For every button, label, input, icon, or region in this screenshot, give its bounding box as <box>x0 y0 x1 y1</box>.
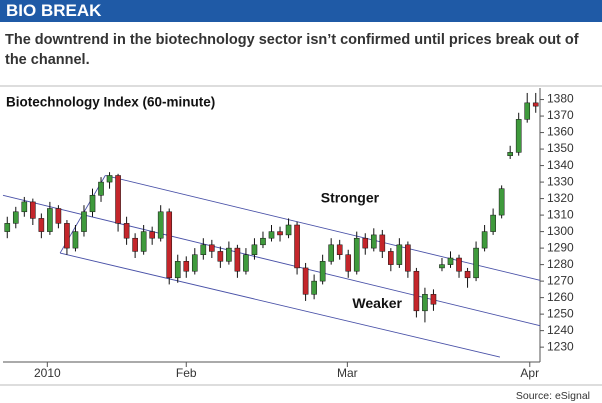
candle-body <box>132 237 138 252</box>
candle-body <box>379 234 386 252</box>
channel-line <box>2 194 541 327</box>
candle-body <box>396 244 403 265</box>
channel-line <box>60 252 501 358</box>
y-tick-label: 1230 <box>547 339 574 353</box>
candle-body <box>174 261 181 279</box>
y-tick-label: 1320 <box>547 191 574 205</box>
candle-body <box>430 294 437 305</box>
candle-body <box>456 257 462 272</box>
candle-body <box>72 231 79 249</box>
x-tick-label: 2010 <box>34 366 61 380</box>
candle-body <box>285 224 292 236</box>
channel-line <box>105 175 541 281</box>
candle-body <box>405 244 411 272</box>
candle-body <box>209 244 215 252</box>
candle-body <box>268 231 275 239</box>
x-tick-label: Mar <box>337 366 358 380</box>
candle-body <box>81 211 87 232</box>
candle-body <box>490 214 496 232</box>
candle-body <box>507 152 513 156</box>
y-tick-label: 1380 <box>547 92 574 106</box>
candle-body <box>251 244 258 255</box>
candle-body <box>30 201 36 219</box>
candle-body <box>362 237 369 249</box>
candle-body <box>149 231 155 239</box>
candle-body <box>64 223 70 249</box>
y-tick-label: 1300 <box>547 224 574 238</box>
candle-body <box>98 181 104 196</box>
candle-body <box>21 201 28 213</box>
candle-body <box>422 294 428 312</box>
y-tick-label: 1340 <box>547 158 574 172</box>
candle-body <box>55 208 62 224</box>
x-tick-label: Feb <box>176 366 197 380</box>
y-tick-label: 1330 <box>547 174 574 188</box>
candle-body <box>353 237 360 272</box>
subtitle: the channel. <box>5 52 90 68</box>
y-tick-label: 1270 <box>547 273 574 287</box>
y-tick-label: 1290 <box>547 240 574 254</box>
candle-body <box>498 188 505 216</box>
candle-body <box>38 218 45 232</box>
y-tick-label: 1260 <box>547 290 574 304</box>
candle-body <box>277 231 283 236</box>
y-tick-label: 1240 <box>547 323 574 337</box>
candle-body <box>439 264 445 269</box>
y-tick-label: 1280 <box>547 257 574 271</box>
subtitle: The downtrend in the biotechnology secto… <box>5 32 579 48</box>
candle-body <box>89 195 96 213</box>
header: BIO BREAK <box>6 1 102 20</box>
candle-body <box>106 175 113 183</box>
chart-title: Biotechnology Index (60-minute) <box>6 95 215 110</box>
header-bar <box>0 0 602 22</box>
candle-body <box>328 244 334 262</box>
candle-body <box>115 175 121 224</box>
candle-body <box>532 102 539 107</box>
candle-body <box>311 280 317 295</box>
candle-body <box>464 270 471 279</box>
candle-body <box>243 254 249 272</box>
candle-body <box>515 119 522 153</box>
candle-body <box>166 211 173 279</box>
annotation: Stronger <box>321 189 380 205</box>
candle-body <box>183 261 190 272</box>
candle-body <box>481 231 488 249</box>
candle-body <box>473 247 479 279</box>
candle-body <box>319 261 326 282</box>
candle-body <box>388 251 394 265</box>
candle-body <box>47 208 53 232</box>
candle-body <box>447 257 454 265</box>
y-tick-label: 1250 <box>547 306 574 320</box>
candle-body <box>260 237 266 246</box>
candle-body <box>524 102 531 120</box>
candle-body <box>345 254 352 272</box>
candle-body <box>302 267 309 295</box>
candle-body <box>123 223 130 239</box>
annotation: Weaker <box>352 295 402 311</box>
candle-body <box>12 211 19 224</box>
candle-body <box>413 270 420 312</box>
candle-body <box>200 244 207 255</box>
candle-body <box>294 224 300 269</box>
candle-body <box>140 231 147 252</box>
candle-body <box>336 244 343 255</box>
candle-body <box>370 234 377 249</box>
y-tick-label: 1360 <box>547 125 574 139</box>
candle-body <box>4 223 11 232</box>
candle-body <box>217 251 224 262</box>
candle-body <box>234 247 241 272</box>
source: Source: eSignal <box>516 390 590 402</box>
candle-body <box>157 211 164 239</box>
y-tick-label: 1310 <box>547 207 574 221</box>
candle-body <box>226 247 232 262</box>
y-tick-label: 1350 <box>547 141 574 155</box>
x-tick-label: Apr <box>520 366 539 380</box>
y-tick-label: 1370 <box>547 108 574 122</box>
candle-body <box>191 254 198 272</box>
